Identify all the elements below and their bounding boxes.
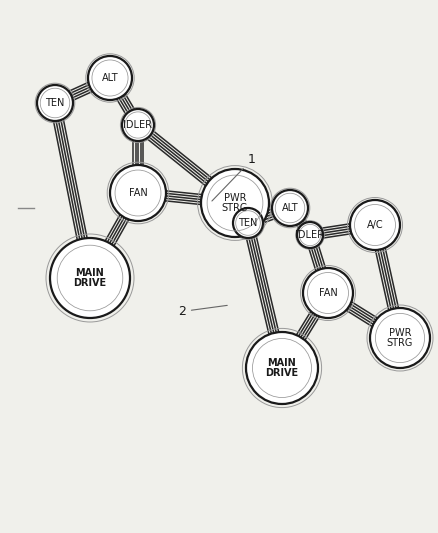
Text: 1: 1 — [212, 153, 256, 201]
Text: 2: 2 — [178, 305, 227, 318]
Circle shape — [233, 208, 263, 238]
Text: MAIN
DRIVE: MAIN DRIVE — [74, 268, 106, 288]
Circle shape — [297, 222, 323, 248]
Text: FAN: FAN — [129, 188, 147, 198]
Text: PWR
STRG: PWR STRG — [387, 328, 413, 349]
Circle shape — [201, 169, 269, 237]
Text: IDLER: IDLER — [124, 120, 152, 130]
Circle shape — [122, 109, 154, 141]
Circle shape — [350, 200, 400, 250]
Circle shape — [303, 268, 353, 318]
Circle shape — [88, 56, 132, 100]
Circle shape — [50, 238, 130, 318]
Circle shape — [246, 332, 318, 404]
Circle shape — [272, 190, 308, 226]
Circle shape — [370, 308, 430, 368]
Circle shape — [110, 165, 166, 221]
Text: ALT: ALT — [282, 203, 298, 213]
Text: MAIN
DRIVE: MAIN DRIVE — [265, 358, 299, 378]
Text: FAN: FAN — [318, 288, 337, 298]
Circle shape — [37, 85, 73, 121]
Text: A/C: A/C — [367, 220, 383, 230]
Text: ALT: ALT — [102, 73, 118, 83]
Text: TEN: TEN — [238, 218, 258, 228]
Text: PWR
STRG: PWR STRG — [222, 192, 248, 213]
Text: TEN: TEN — [45, 98, 65, 108]
Text: IDLER: IDLER — [296, 230, 325, 240]
